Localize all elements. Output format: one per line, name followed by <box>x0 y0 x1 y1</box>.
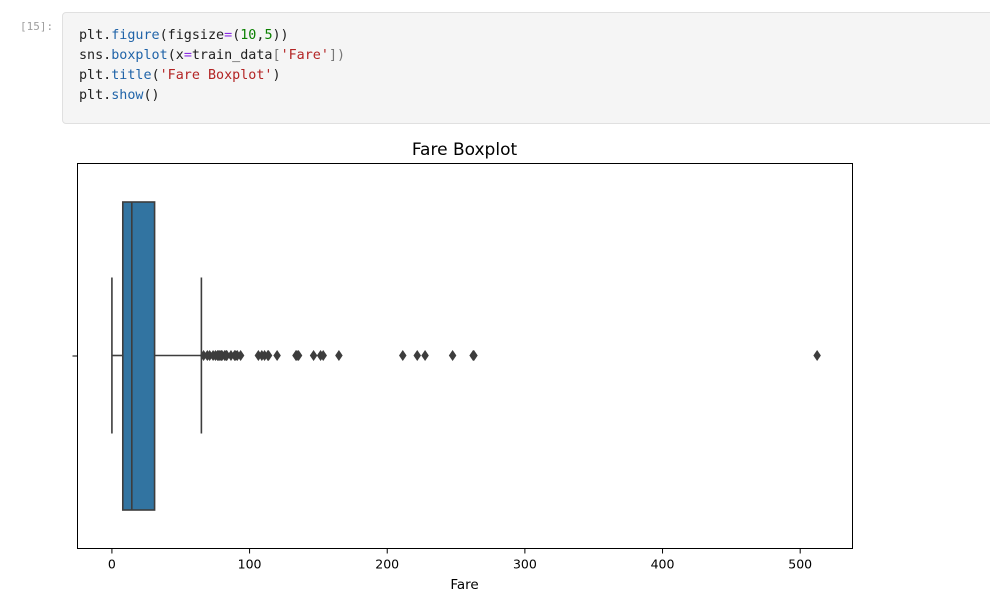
outlier-point <box>236 349 245 362</box>
outlier-point <box>399 349 407 362</box>
code-token: = <box>183 48 192 63</box>
code-token: train_data <box>191 48 273 63</box>
code-token: ( <box>232 28 241 43</box>
outlier-point <box>421 349 429 362</box>
outlier-point <box>813 349 821 362</box>
code-token: (x <box>167 48 184 63</box>
code-line: plt.title('Fare Boxplot') <box>79 66 345 86</box>
code-token: ]) <box>328 48 346 63</box>
outlier-point <box>319 349 327 362</box>
code-token: )) <box>272 28 289 43</box>
x-tick-label: 100 <box>238 557 262 572</box>
code-line: plt.figure(figsize=(10,5)) <box>79 26 345 46</box>
code-token: () <box>143 88 160 103</box>
code-token: [ <box>272 48 281 63</box>
code-token: figure <box>111 28 160 43</box>
outlier-point <box>309 349 318 362</box>
x-axis-label: Fare <box>450 577 478 593</box>
code-token: 5 <box>264 28 273 43</box>
code-token: plt. <box>79 28 112 43</box>
x-tick-label: 500 <box>788 557 812 572</box>
code-token: sns. <box>79 48 112 63</box>
outlier-point <box>273 349 281 362</box>
code-editor[interactable]: plt.figure(figsize=(10,5)) sns.boxplot(x=… <box>79 26 345 106</box>
outlier-point <box>413 349 421 362</box>
code-token: 'Fare' <box>280 48 329 63</box>
code-token: show <box>111 88 144 103</box>
code-token: plt. <box>79 88 112 103</box>
cell-prompt: [15]: <box>20 20 54 33</box>
outlier-point <box>448 349 457 362</box>
outlier-point <box>335 349 343 362</box>
outlier-point <box>294 349 303 362</box>
code-token: , <box>256 28 265 43</box>
code-token: plt. <box>79 68 112 83</box>
iqr-box <box>121 201 156 511</box>
code-token: = <box>224 28 233 43</box>
code-cell[interactable]: plt.figure(figsize=(10,5)) sns.boxplot(x=… <box>62 12 990 124</box>
chart-title: Fare Boxplot <box>412 140 518 160</box>
x-tick-label: 400 <box>651 557 675 572</box>
code-token: 'Fare Boxplot' <box>159 68 273 83</box>
code-line: plt.show() <box>79 86 345 106</box>
x-tick-label: 300 <box>513 557 537 572</box>
code-token: title <box>111 68 152 83</box>
code-token: boxplot <box>111 48 168 63</box>
code-token: ( <box>151 68 160 83</box>
x-tick-label: 0 <box>108 557 116 572</box>
code-token: 10 <box>240 28 257 43</box>
x-tick-label: 200 <box>375 557 399 572</box>
boxplot-chart: Fare Boxplot 0 100 200 300 400 500 Fare <box>72 140 853 593</box>
code-token: (figsize <box>159 28 225 43</box>
outlier-point <box>264 349 273 362</box>
code-line: sns.boxplot(x=train_data['Fare']) <box>79 46 345 66</box>
outlier-point <box>470 349 478 362</box>
code-token: ) <box>272 68 281 83</box>
